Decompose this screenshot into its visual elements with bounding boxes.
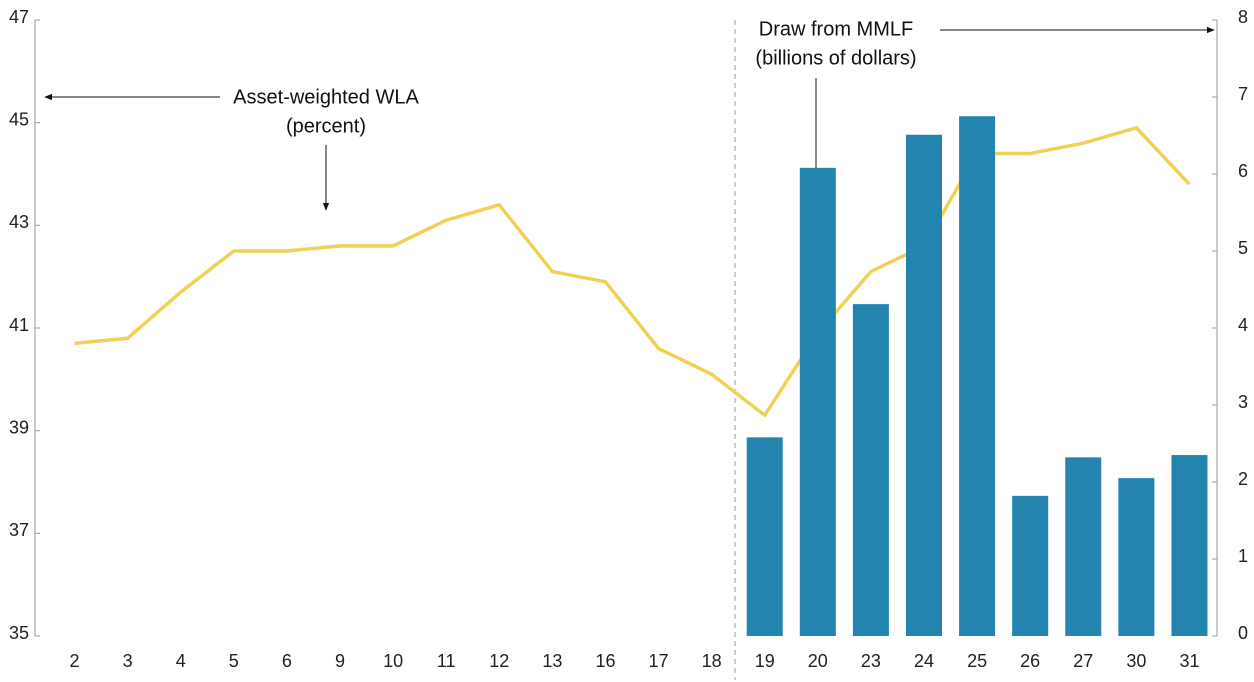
x-tick-label: 25 — [967, 651, 987, 671]
bar — [852, 304, 889, 636]
y2-tick-label: 1 — [1238, 546, 1248, 566]
y2-tick-label: 2 — [1238, 469, 1248, 489]
x-tick-label: 17 — [649, 651, 669, 671]
y2-tick-label: 6 — [1238, 161, 1248, 181]
bar — [1118, 478, 1155, 636]
x-tick-label: 27 — [1073, 651, 1093, 671]
x-tick-label: 19 — [755, 651, 775, 671]
y-tick-label: 39 — [9, 417, 29, 437]
x-tick-label: 6 — [282, 651, 292, 671]
x-tick-label: 10 — [383, 651, 403, 671]
annotation: (billions of dollars) — [755, 47, 916, 69]
y-tick-label: 37 — [9, 520, 29, 540]
x-tick-label: 23 — [861, 651, 881, 671]
annotation: Asset-weighted WLA — [233, 86, 419, 108]
x-tick-label: 24 — [914, 651, 934, 671]
bar — [1065, 457, 1102, 636]
bar — [1012, 495, 1049, 636]
x-tick-label: 4 — [176, 651, 186, 671]
x-tick-label: 13 — [542, 651, 562, 671]
bar — [959, 116, 996, 636]
line — [74, 126, 1191, 418]
x-tick-label: 26 — [1020, 651, 1040, 671]
x-tick-label: 31 — [1179, 651, 1199, 671]
x-tick-label: 9 — [335, 651, 345, 671]
x-tick-label: 16 — [595, 651, 615, 671]
bar — [1171, 455, 1208, 636]
y2-tick-label: 5 — [1238, 238, 1248, 258]
annotation: (percent) — [286, 115, 366, 137]
x-tick-label: 2 — [70, 651, 80, 671]
bar — [906, 134, 942, 637]
x-tick-label: 3 — [123, 651, 133, 671]
y-tick-label: 45 — [9, 109, 29, 129]
y-tick-label: 35 — [9, 623, 29, 643]
y2-tick-label: 3 — [1238, 392, 1248, 412]
bar — [799, 167, 836, 636]
bar — [746, 437, 783, 636]
x-tick-label: 5 — [229, 651, 239, 671]
x-tick-label: 18 — [702, 651, 722, 671]
x-tick-label: 30 — [1126, 651, 1146, 671]
x-tick-label: 12 — [489, 651, 509, 671]
y-tick-label: 43 — [9, 212, 29, 232]
x-tick-label: 20 — [808, 651, 828, 671]
x-tick-label: 11 — [437, 651, 456, 671]
y-tick-label: 47 — [9, 7, 29, 27]
annotation: Draw from MMLF — [759, 18, 913, 40]
y2-tick-label: 4 — [1238, 315, 1248, 335]
y2-tick-label: 7 — [1238, 84, 1248, 104]
y-tick-label: 41 — [9, 315, 29, 335]
y2-tick-label: 0 — [1238, 623, 1248, 643]
y2-tick-label: 8 — [1238, 7, 1248, 27]
